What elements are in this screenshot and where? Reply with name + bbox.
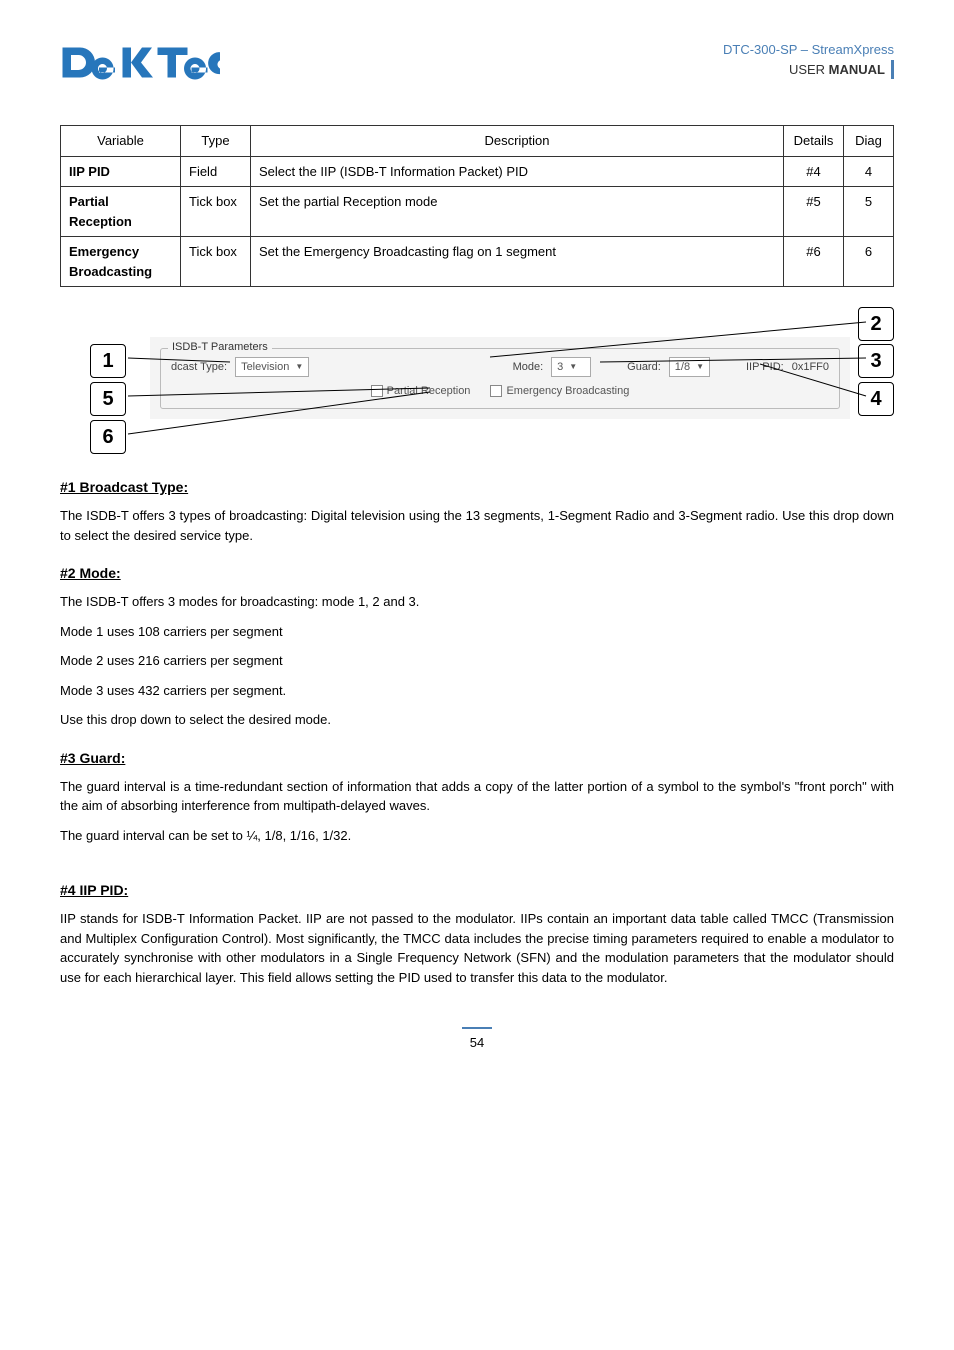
table-row: Emergency Broadcasting Tick box Set the …	[61, 237, 894, 287]
panel-title: ISDB-T Parameters	[168, 341, 272, 353]
section-3-body: The guard interval is a time-redundant s…	[60, 777, 894, 816]
iip-pid-label: IIP PID:	[746, 359, 784, 376]
th-diag: Diag	[844, 126, 894, 157]
broadcast-type-select[interactable]: Television▼	[235, 357, 309, 378]
section-3-title: #3 Guard:	[60, 748, 894, 769]
section-3-body: The guard interval can be set to ¼, 1/8,…	[60, 826, 894, 846]
logo	[60, 40, 220, 85]
guard-label: Guard:	[627, 359, 661, 376]
partial-reception-checkbox[interactable]: Partial Reception	[371, 383, 471, 400]
section-2-line: Mode 3 uses 432 carriers per segment.	[60, 681, 894, 701]
section-1-body: The ISDB-T offers 3 types of broadcastin…	[60, 506, 894, 545]
callout-1: 1	[90, 344, 126, 378]
emergency-broadcasting-checkbox[interactable]: Emergency Broadcasting	[490, 383, 629, 400]
section-2-line: The ISDB-T offers 3 modes for broadcasti…	[60, 592, 894, 612]
header-right: DTC-300-SP – StreamXpress USER MANUAL	[723, 40, 894, 79]
section-4-body: IIP stands for ISDB-T Information Packet…	[60, 909, 894, 987]
chevron-down-icon: ▼	[696, 361, 704, 373]
section-2-line: Use this drop down to select the desired…	[60, 710, 894, 730]
broadcast-type-label: dcast Type:	[171, 359, 227, 376]
header-product: DTC-300-SP – StreamXpress	[723, 40, 894, 60]
section-4-title: #4 IIP PID:	[60, 880, 894, 901]
callout-3: 3	[858, 344, 894, 378]
checkbox-icon	[490, 385, 502, 397]
section-1-title: #1 Broadcast Type:	[60, 477, 894, 498]
chevron-down-icon: ▼	[569, 361, 577, 373]
callout-6: 6	[90, 420, 126, 454]
section-2-title: #2 Mode:	[60, 563, 894, 584]
page-header: DTC-300-SP – StreamXpress USER MANUAL	[60, 40, 894, 85]
isdb-diagram: 1 2 3 4 5 6 ISDB-T Parameters dcast Type…	[60, 312, 894, 452]
th-variable: Variable	[61, 126, 181, 157]
mode-label: Mode:	[513, 359, 544, 376]
callout-4: 4	[858, 382, 894, 416]
page-number: 54	[60, 1027, 894, 1053]
isdb-panel: ISDB-T Parameters dcast Type: Television…	[150, 337, 850, 419]
guard-select[interactable]: 1/8▼	[669, 357, 710, 378]
chevron-down-icon: ▼	[295, 361, 303, 373]
checkbox-icon	[371, 385, 383, 397]
header-doc-type: USER MANUAL	[723, 60, 894, 80]
th-type: Type	[181, 126, 251, 157]
callout-5: 5	[90, 382, 126, 416]
table-row: IIP PID Field Select the IIP (ISDB-T Inf…	[61, 156, 894, 187]
variable-table: Variable Type Description Details Diag I…	[60, 125, 894, 287]
section-2-line: Mode 1 uses 108 carriers per segment	[60, 622, 894, 642]
table-row: Partial Reception Tick box Set the parti…	[61, 187, 894, 237]
section-2-line: Mode 2 uses 216 carriers per segment	[60, 651, 894, 671]
iip-pid-value: 0x1FF0	[792, 359, 829, 376]
th-description: Description	[251, 126, 784, 157]
callout-2: 2	[858, 307, 894, 341]
th-details: Details	[784, 126, 844, 157]
dektec-logo-icon	[60, 40, 220, 85]
mode-select[interactable]: 3▼	[551, 357, 591, 378]
